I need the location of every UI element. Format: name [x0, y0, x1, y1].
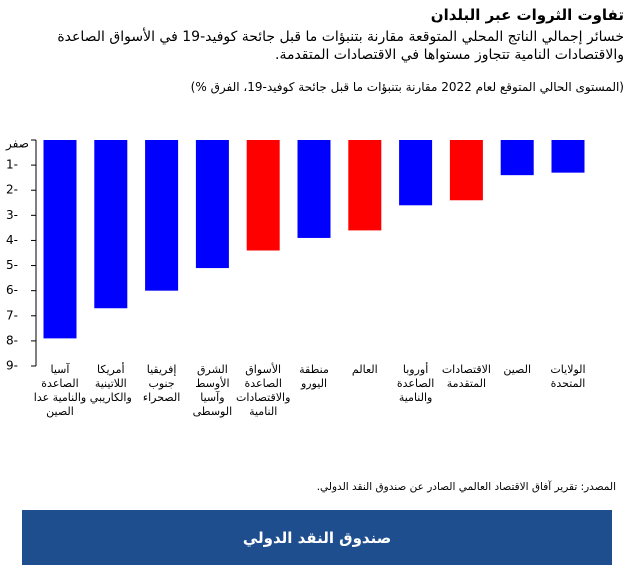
y-tick-label: 4- [6, 233, 18, 247]
bar [449, 140, 483, 201]
bar [551, 140, 585, 173]
bar [246, 140, 280, 251]
chart: صفر 1- 2- 3- 4- 5- 6- 7- 8- 9- [5, 137, 585, 373]
y-tick-label: 6- [6, 283, 18, 297]
bar [94, 140, 128, 309]
bar [145, 140, 179, 291]
y-tick-label: 2- [6, 183, 18, 197]
x-tick-label: الاقتصادات المتقدمة [441, 363, 491, 390]
y-tick-label: 8- [6, 333, 18, 347]
bar [297, 140, 331, 238]
x-tick-label: العالم [351, 363, 378, 376]
chart-title: تفاوت الثروات عبر البلدان [430, 6, 624, 24]
x-tick-label: آسيا الصاعدة والنامية عدا الصين [33, 363, 87, 418]
bar [500, 140, 534, 176]
x-tick-label: الصين [503, 363, 531, 376]
y-tick-label: 1- [6, 158, 18, 172]
x-tick-label: أوروبا الصاعدة والنامية [396, 363, 435, 404]
y-tick-label: 5- [6, 258, 18, 272]
bar [399, 140, 433, 206]
x-tick-label: الأسواق الصاعدة والاقتصادات النامية [235, 363, 291, 418]
x-tick-label: منطقة اليورو [299, 363, 329, 390]
y-tick-label: صفر [5, 137, 29, 152]
x-tick-label: الشرق الأوسط وآسيا الوسطى [192, 363, 233, 418]
y-tick-label: 7- [6, 308, 18, 322]
y-tick-label: 3- [6, 208, 18, 222]
bar [195, 140, 229, 269]
axis-note: (المستوى الحالي المتوقع لعام 2022 مقارنة… [190, 80, 624, 94]
bar [43, 140, 77, 339]
footer-banner: صندوق النقد الدولي [22, 510, 612, 565]
x-tick-label: إفريقيا جنوب الصحراء [142, 363, 181, 404]
y-tick-label: 9- [6, 359, 18, 373]
source: المصدر: تقرير آفاق الاقتصاد العالمي الصا… [316, 481, 616, 493]
x-tick-label: الولايات المتحدة [550, 363, 586, 390]
bar [348, 140, 382, 231]
chart-subtitle: خسائر إجمالي الناتج المحلي المتوقعة مقار… [57, 29, 624, 63]
x-tick-label: أمريكا اللاتينية والكاريبي [89, 363, 132, 404]
